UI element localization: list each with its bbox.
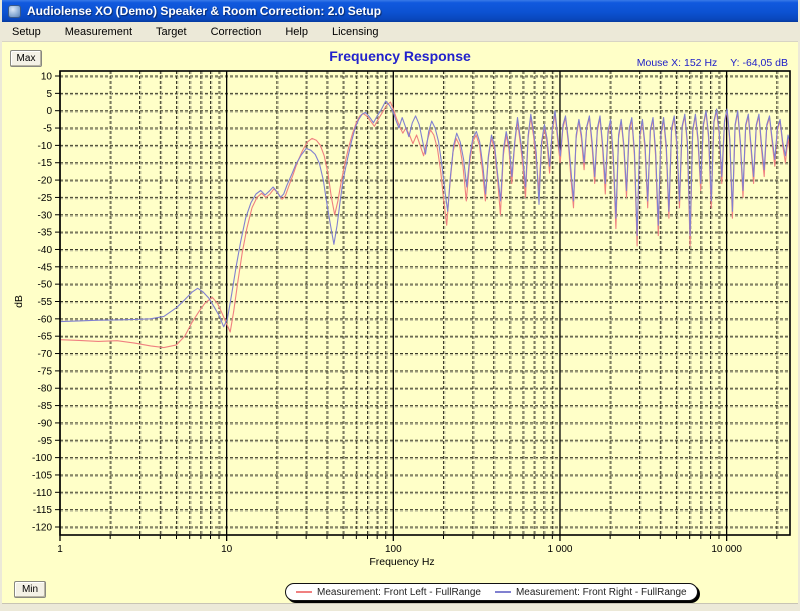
menu-item-licensing[interactable]: Licensing: [331, 25, 379, 38]
legend-item-front-left: Measurement: Front Left - FullRange: [296, 587, 481, 598]
mouse-readout: Mouse X: 152 Hz Y: -64,05 dB: [627, 57, 788, 69]
legend: Measurement: Front Left - FullRange Meas…: [285, 583, 698, 601]
front-right-line-marker: [494, 591, 511, 593]
menu-item-target[interactable]: Target: [156, 25, 187, 38]
front-right-legend-label: Measurement: Front Right - FullRange: [515, 586, 687, 598]
front-left-curve: [59, 101, 791, 349]
y-tick-label: -100: [32, 453, 52, 464]
y-tick-label: -120: [32, 523, 52, 534]
menu-item-correction[interactable]: Correction: [210, 25, 262, 38]
front-right-curve: [59, 100, 791, 328]
x-tick-label: 10 000: [711, 544, 742, 555]
front-left-line-marker: [296, 591, 312, 593]
y-tick-label: -50: [38, 280, 53, 291]
x-tick-label: 1 000: [547, 544, 572, 555]
y-tick-label: 5: [46, 89, 52, 100]
menu-bar: Setup Measurement Target Correction Help…: [2, 22, 798, 42]
plot-frame: [59, 70, 791, 536]
y-tick-label: -65: [38, 332, 53, 343]
title-bar[interactable]: Audiolense XO (Demo) Speaker & Room Corr…: [2, 0, 798, 22]
x-tick-label: 100: [385, 544, 402, 555]
y-tick-label: -95: [38, 436, 53, 447]
mouse-y-readout: Y: -64,05 dB: [730, 57, 788, 69]
y-tick-label: -25: [38, 193, 53, 204]
chart-area: 10 5 0 -5 -10 -15 -20 -25 -30 -35 -40 -45 -50 -55 -60 -…: [2, 42, 798, 603]
y-tick-label: -10: [38, 141, 53, 152]
y-tick-label: -60: [38, 314, 53, 325]
x-tick-label: 1: [57, 544, 63, 555]
frequency-response-plot[interactable]: 10 5 0 -5 -10 -15 -20 -25 -30 -35 -40 -45 -50 -55 -60 -…: [2, 42, 798, 603]
y-tick-label: -5: [43, 124, 52, 135]
x-tick-label: 10: [221, 544, 233, 555]
y-tick-label: -40: [38, 245, 53, 256]
front-left-legend-label: Measurement: Front Left - FullRange: [317, 586, 481, 598]
y-tick-label: 0: [46, 106, 52, 117]
chart-title: Frequency Response: [329, 48, 471, 64]
y-tick-label: -80: [38, 384, 53, 395]
y-tick-label: -30: [38, 210, 53, 221]
y-tick-label: -35: [38, 228, 53, 239]
y-tick-label: -70: [38, 349, 53, 360]
y-tick-label: -75: [38, 366, 53, 377]
y-tick-label: -105: [32, 470, 52, 481]
y-axis-title: dB: [13, 295, 25, 308]
y-tick-label: -20: [38, 176, 53, 187]
y-tick-label: -45: [38, 262, 53, 273]
y-tick-label: -115: [33, 505, 53, 516]
app-icon: [8, 4, 21, 18]
y-tick-label: -15: [38, 158, 53, 169]
y-tick-label: -85: [38, 401, 53, 412]
menu-item-setup[interactable]: Setup: [12, 25, 41, 38]
y-tick-label: -55: [38, 297, 53, 308]
window-bottom-border: [2, 603, 798, 611]
x-axis-title: Frequency Hz: [369, 556, 434, 568]
y-tick-label: -90: [38, 418, 53, 429]
window-title: Audiolense XO (Demo) Speaker & Room Corr…: [27, 4, 382, 18]
y-tick-label: 10: [41, 72, 53, 83]
max-button[interactable]: Max: [10, 50, 42, 67]
menu-item-help[interactable]: Help: [285, 25, 308, 38]
menu-item-measurement[interactable]: Measurement: [64, 25, 133, 38]
legend-item-front-right: Measurement: Front Right - FullRange: [494, 586, 687, 598]
mouse-x-readout: Mouse X: 152 Hz: [636, 57, 718, 69]
y-tick-label: -110: [33, 488, 53, 499]
min-button[interactable]: Min: [14, 581, 46, 598]
